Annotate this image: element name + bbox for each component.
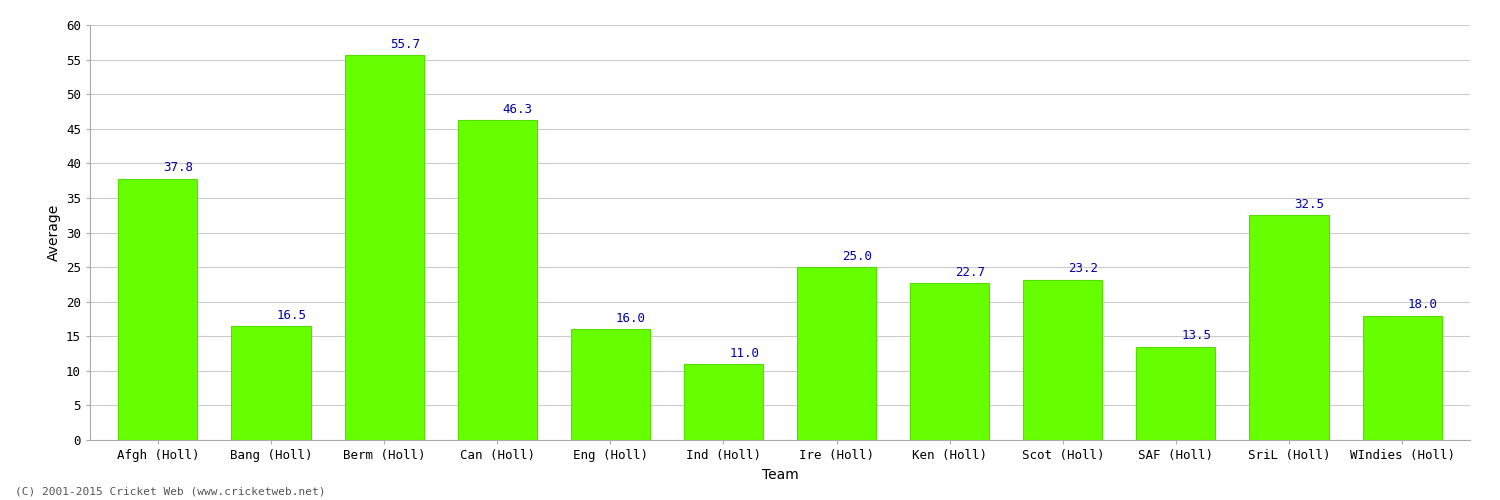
Text: 16.0: 16.0 bbox=[616, 312, 646, 325]
Text: 37.8: 37.8 bbox=[164, 162, 194, 174]
Bar bbox=[458, 120, 537, 440]
Bar bbox=[231, 326, 310, 440]
X-axis label: Team: Team bbox=[762, 468, 798, 481]
Text: 18.0: 18.0 bbox=[1408, 298, 1438, 312]
Text: 13.5: 13.5 bbox=[1182, 330, 1212, 342]
Text: 32.5: 32.5 bbox=[1294, 198, 1324, 211]
Y-axis label: Average: Average bbox=[46, 204, 60, 261]
Bar bbox=[1023, 280, 1102, 440]
Bar bbox=[570, 330, 650, 440]
Bar bbox=[910, 283, 990, 440]
Text: 55.7: 55.7 bbox=[390, 38, 420, 51]
Text: 23.2: 23.2 bbox=[1068, 262, 1098, 276]
Bar bbox=[684, 364, 764, 440]
Text: 46.3: 46.3 bbox=[503, 102, 532, 116]
Text: 16.5: 16.5 bbox=[276, 308, 306, 322]
Bar bbox=[1250, 215, 1329, 440]
Bar bbox=[345, 54, 423, 440]
Text: 11.0: 11.0 bbox=[729, 347, 759, 360]
Bar bbox=[118, 178, 198, 440]
Text: 25.0: 25.0 bbox=[842, 250, 872, 263]
Text: 22.7: 22.7 bbox=[956, 266, 986, 279]
Text: (C) 2001-2015 Cricket Web (www.cricketweb.net): (C) 2001-2015 Cricket Web (www.cricketwe… bbox=[15, 487, 326, 497]
Bar bbox=[1137, 346, 1215, 440]
Bar bbox=[796, 267, 876, 440]
Bar bbox=[1362, 316, 1442, 440]
